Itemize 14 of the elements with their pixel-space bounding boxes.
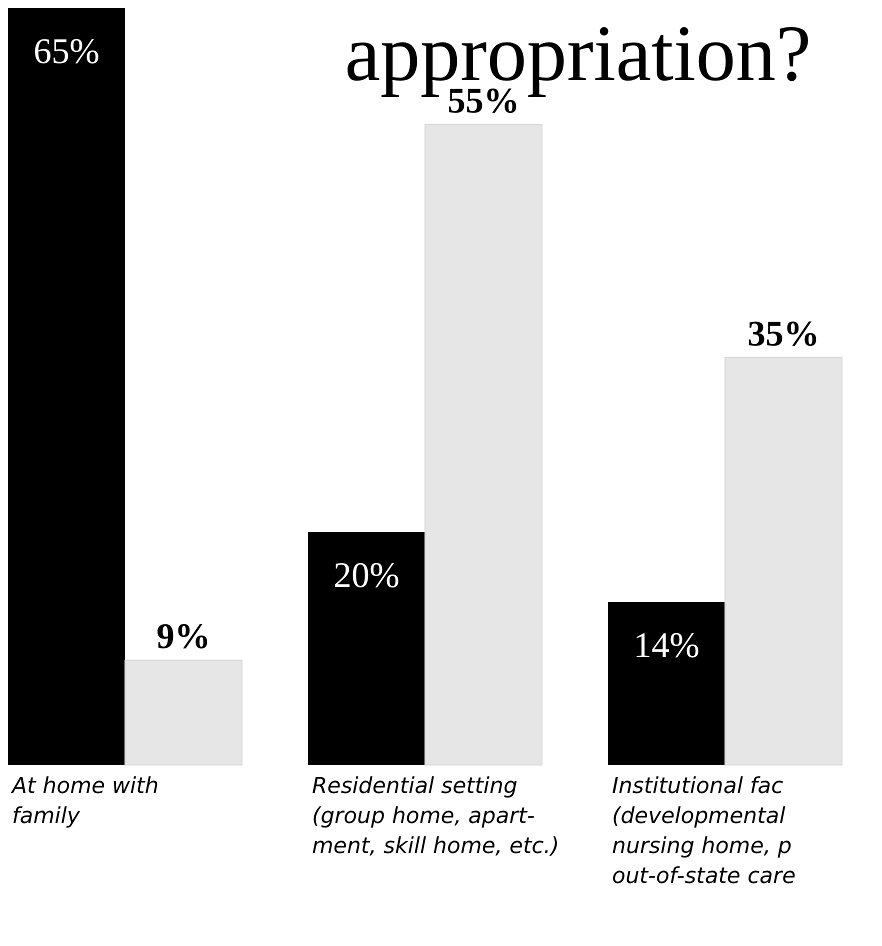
bar <box>308 532 425 765</box>
x-tick-label: At home with family <box>10 774 159 829</box>
bar <box>724 356 842 766</box>
data-label: 65% <box>34 31 100 71</box>
x-tick-label: Institutional fac (developmental nursing home, p out-of-state care <box>612 774 796 889</box>
data-label: 14% <box>634 624 700 665</box>
data-label: 20% <box>334 555 400 596</box>
bar <box>8 8 125 765</box>
bar <box>608 602 725 765</box>
x-tick-label: Residential setting (group home, apart- ment, skill home, etc.) <box>312 774 560 859</box>
bar <box>424 124 542 766</box>
data-label: 35% <box>748 313 820 354</box>
bar <box>124 660 242 766</box>
data-label: 9% <box>156 616 210 656</box>
